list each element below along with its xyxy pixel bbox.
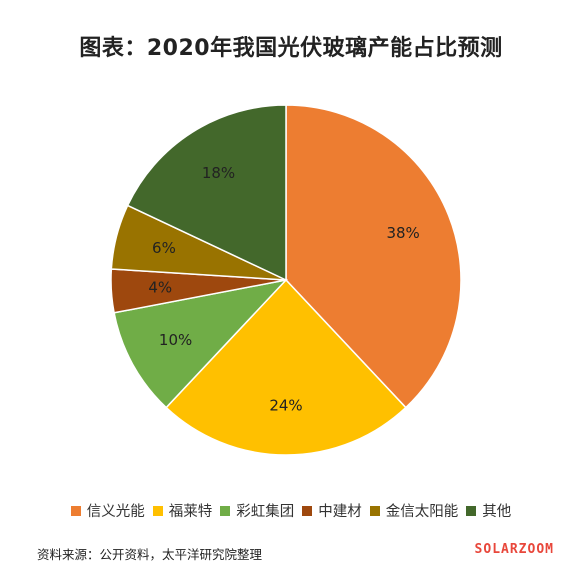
pie-slice bbox=[126, 104, 287, 282]
chart-title: 图表：2020年我国光伏玻璃产能占比预测 bbox=[79, 36, 503, 61]
legend-item: 其他 bbox=[466, 500, 511, 521]
legend-label: 彩虹集团 bbox=[236, 504, 295, 520]
legend-item: 彩虹集团 bbox=[220, 500, 294, 521]
legend-item: 信义光能 bbox=[70, 500, 145, 521]
slice-data-label: 10% bbox=[159, 331, 192, 349]
slice-data-label: 4% bbox=[148, 278, 172, 296]
legend-label: 中建材 bbox=[318, 504, 362, 520]
legend-label: 金信太阳能 bbox=[385, 504, 459, 520]
slice-data-label: 24% bbox=[269, 397, 302, 415]
source-note: 资料来源：公开资料，太平洋研究院整理 bbox=[37, 547, 263, 562]
slice-data-label: 38% bbox=[386, 224, 419, 242]
pie-slice bbox=[285, 104, 462, 409]
legend-item: 福莱特 bbox=[152, 500, 213, 521]
legend-swatch bbox=[70, 505, 81, 516]
solarzoom-watermark: SOLARZOOM bbox=[474, 542, 554, 557]
legend-item: 中建材 bbox=[302, 500, 362, 521]
chart-legend: 信义光能 福莱特 彩虹集团 中建材 金信太阳能 其他 bbox=[0, 500, 582, 521]
slice-data-label: 6% bbox=[152, 239, 176, 257]
pie-slice bbox=[165, 278, 407, 456]
legend-label: 其他 bbox=[482, 504, 512, 520]
legend-swatch bbox=[220, 505, 231, 516]
legend-swatch bbox=[466, 505, 477, 516]
legend-label: 福莱特 bbox=[168, 504, 213, 520]
legend-label: 信义光能 bbox=[86, 504, 145, 520]
pie-slice bbox=[113, 278, 289, 409]
legend-item: 金信太阳能 bbox=[369, 500, 459, 521]
legend-swatch bbox=[369, 505, 380, 516]
slice-data-label: 18% bbox=[202, 164, 235, 182]
legend-swatch bbox=[302, 505, 313, 516]
legend-swatch bbox=[152, 505, 163, 516]
